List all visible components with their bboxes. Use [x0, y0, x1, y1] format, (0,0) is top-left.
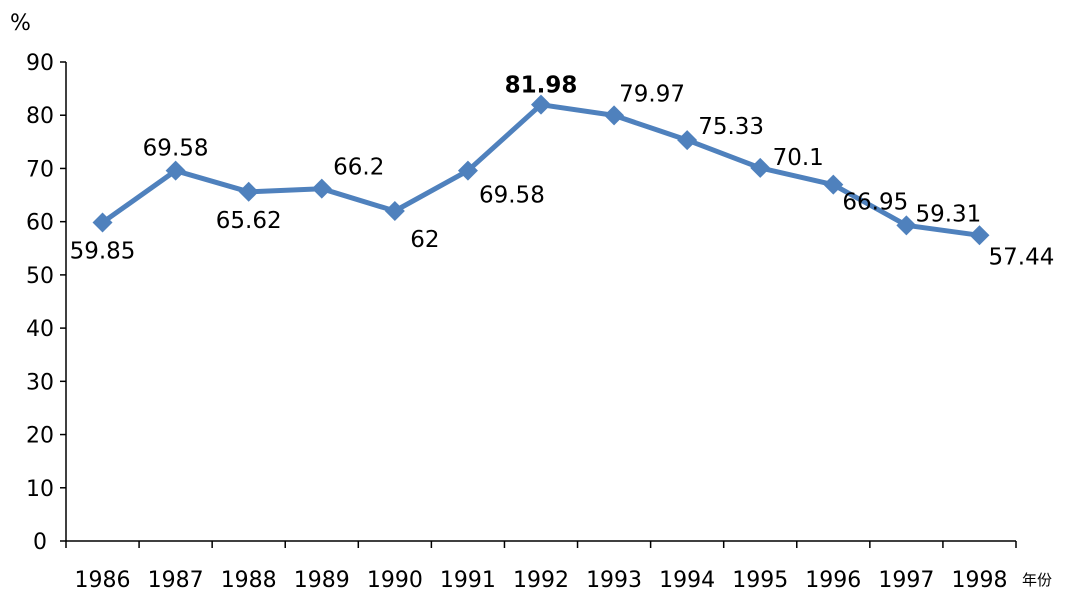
data-point: [969, 225, 990, 246]
y-tick-label: 40: [26, 317, 54, 342]
x-tick-label: 1991: [440, 568, 496, 593]
data-label: 81.98: [505, 73, 578, 99]
x-tick-label: 1993: [586, 568, 642, 593]
x-tick-label: 1996: [805, 568, 861, 593]
data-point: [457, 160, 478, 181]
x-tick-label: 1988: [221, 568, 277, 593]
x-tick-label: 1997: [878, 568, 934, 593]
data-point: [238, 181, 259, 202]
x-tick-label: 1998: [951, 568, 1007, 593]
data-label: 59.31: [915, 201, 981, 227]
y-tick-label: 20: [26, 424, 54, 449]
y-tick-label: 60: [26, 211, 54, 236]
data-label: 79.97: [619, 81, 685, 107]
x-tick-label: 1989: [294, 568, 350, 593]
data-point: [677, 130, 698, 151]
data-label: 69.58: [479, 183, 545, 209]
data-label: 59.85: [70, 238, 136, 264]
data-point: [92, 212, 113, 233]
data-label: 62: [410, 227, 439, 253]
data-label: 57.44: [989, 244, 1055, 270]
y-tick-label: 80: [26, 104, 54, 129]
y-tick-label: 90: [26, 51, 54, 76]
data-point: [311, 178, 332, 199]
y-tick-label: 10: [26, 477, 54, 502]
x-tick-label: 1987: [148, 568, 204, 593]
x-tick-label: 1992: [513, 568, 569, 593]
x-tick-label: 1994: [659, 568, 715, 593]
data-point: [750, 157, 771, 178]
x-tick-label: 1986: [75, 568, 131, 593]
data-point: [604, 105, 625, 126]
x-tick-label: 1995: [732, 568, 788, 593]
data-label: 69.58: [143, 136, 209, 162]
y-tick-label: 0: [33, 530, 47, 555]
data-point: [384, 201, 405, 222]
data-point: [896, 215, 917, 236]
data-label: 65.62: [216, 208, 282, 234]
data-label: 75.33: [698, 114, 764, 140]
y-tick-label: 70: [26, 157, 54, 182]
data-label: 70.1: [773, 145, 824, 171]
data-label: 66.95: [842, 190, 908, 216]
y-axis-unit: %: [10, 11, 31, 36]
x-axis-unit: 年份: [1022, 571, 1052, 589]
y-tick-label: 50: [26, 264, 54, 289]
data-point: [823, 174, 844, 195]
y-tick-label: 30: [26, 370, 54, 395]
x-tick-label: 1990: [367, 568, 423, 593]
data-point: [165, 160, 186, 181]
data-point: [531, 94, 551, 115]
data-label: 66.2: [333, 155, 384, 181]
